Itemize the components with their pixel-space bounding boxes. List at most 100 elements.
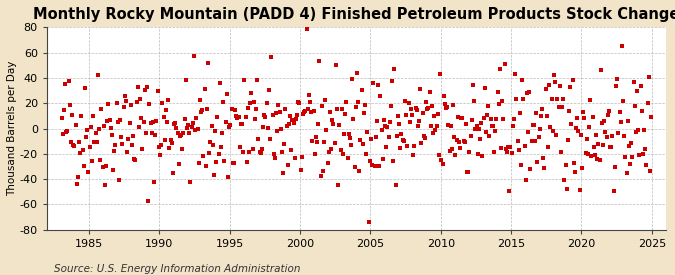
Point xyxy=(616,44,627,48)
Point xyxy=(198,154,209,158)
Point xyxy=(331,107,342,111)
Point xyxy=(193,161,204,165)
Point xyxy=(121,98,132,103)
Point xyxy=(557,105,568,110)
Point xyxy=(234,145,245,150)
Point xyxy=(151,119,162,123)
Point xyxy=(634,152,645,157)
Point xyxy=(118,105,129,110)
Point xyxy=(285,114,296,118)
Point xyxy=(312,140,323,144)
Point xyxy=(86,125,97,130)
Point xyxy=(140,131,151,135)
Point xyxy=(68,143,79,147)
Point xyxy=(366,137,377,141)
Point xyxy=(59,108,70,113)
Point xyxy=(194,98,205,102)
Point xyxy=(271,111,281,115)
Point xyxy=(599,118,610,123)
Point xyxy=(108,167,119,172)
Point xyxy=(416,141,427,145)
Point xyxy=(180,77,191,82)
Point xyxy=(132,84,143,89)
Point xyxy=(183,123,194,127)
Point xyxy=(62,129,73,133)
Point xyxy=(552,97,563,102)
Point xyxy=(167,171,178,175)
Point xyxy=(433,153,444,157)
Point xyxy=(352,71,362,75)
Point xyxy=(145,120,156,125)
Point xyxy=(358,111,369,115)
Point xyxy=(75,151,86,155)
Point xyxy=(500,62,510,66)
Point xyxy=(583,152,593,156)
Point xyxy=(460,139,470,144)
Point xyxy=(498,117,509,122)
Point xyxy=(310,135,321,139)
Point xyxy=(427,104,437,108)
Point xyxy=(400,99,410,103)
Point xyxy=(560,163,571,167)
Point xyxy=(576,166,587,170)
Point xyxy=(144,101,155,106)
Point xyxy=(463,170,474,174)
Point xyxy=(161,108,171,112)
Point xyxy=(205,140,216,144)
Point xyxy=(442,105,453,109)
Point xyxy=(76,114,87,118)
Point xyxy=(611,84,622,89)
Point xyxy=(240,115,251,120)
Point xyxy=(261,101,272,106)
Point xyxy=(487,123,498,128)
Point xyxy=(502,150,512,154)
Point xyxy=(369,164,380,169)
Point xyxy=(211,160,221,164)
Point xyxy=(394,122,404,127)
Point xyxy=(541,114,552,118)
Point xyxy=(630,130,641,134)
Point xyxy=(441,105,452,110)
Point xyxy=(457,116,468,120)
Point xyxy=(483,104,493,108)
Point xyxy=(233,115,244,119)
Point xyxy=(197,108,208,112)
Point xyxy=(321,128,332,133)
Point xyxy=(581,137,592,142)
Point xyxy=(559,177,570,182)
Point xyxy=(129,157,140,161)
Point xyxy=(253,137,264,141)
Point xyxy=(264,88,275,92)
Point xyxy=(254,149,265,154)
Point xyxy=(86,158,97,163)
Point xyxy=(395,146,406,150)
Point xyxy=(537,106,547,111)
Point xyxy=(191,116,202,120)
Point xyxy=(587,114,598,119)
Point xyxy=(61,129,72,134)
Point xyxy=(333,183,344,187)
Point xyxy=(398,138,408,142)
Point xyxy=(326,147,337,151)
Point xyxy=(77,148,88,153)
Point xyxy=(522,130,533,134)
Point xyxy=(375,94,386,98)
Point xyxy=(300,108,310,113)
Point xyxy=(213,152,224,156)
Point xyxy=(415,87,426,92)
Point xyxy=(258,125,269,129)
Point xyxy=(90,130,101,135)
Point xyxy=(80,86,90,90)
Point xyxy=(128,134,138,138)
Point xyxy=(620,155,630,159)
Point xyxy=(322,160,333,165)
Point xyxy=(223,125,234,130)
Point xyxy=(130,158,141,162)
Point xyxy=(307,139,318,143)
Point xyxy=(546,97,557,101)
Point xyxy=(334,123,345,128)
Point xyxy=(527,123,538,127)
Point xyxy=(553,105,564,109)
Point xyxy=(306,110,317,115)
Point xyxy=(646,115,657,119)
